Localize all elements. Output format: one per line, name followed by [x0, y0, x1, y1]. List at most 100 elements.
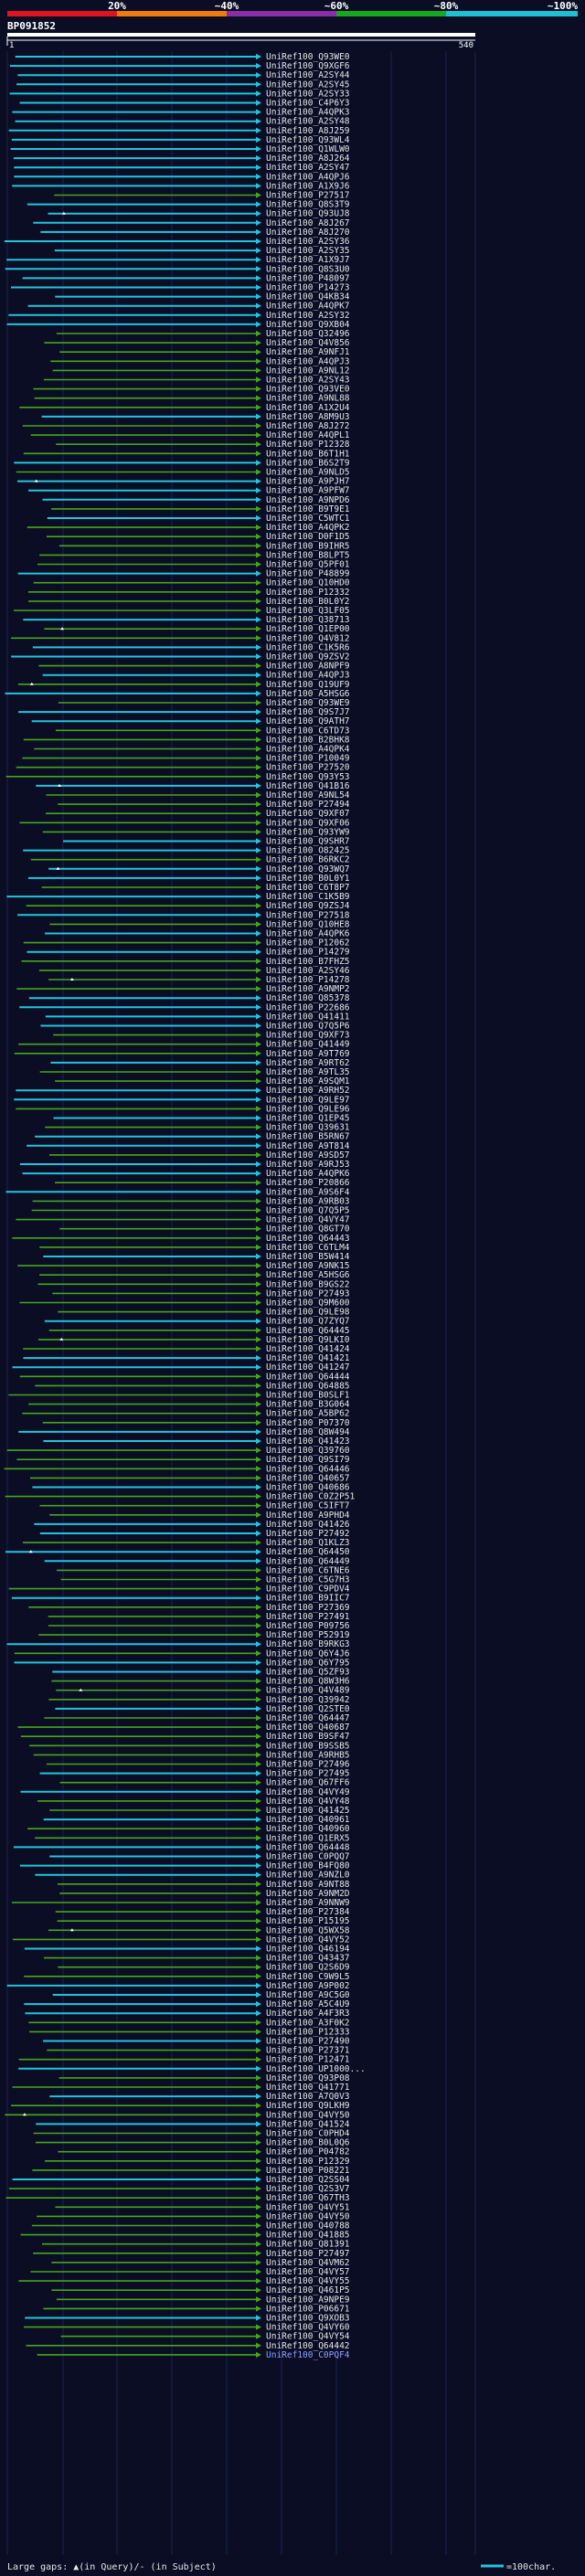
hit-row[interactable]: UniRef100_A4F3R3	[25, 2009, 350, 2019]
hit-label[interactable]: UniRef100_Q1WLW0	[266, 144, 350, 154]
hit-row[interactable]: UniRef100_P08221	[32, 2166, 350, 2176]
hit-label[interactable]: UniRef100_P14278	[266, 975, 350, 985]
hit-label[interactable]: UniRef100_Q4VY50	[266, 2110, 350, 2120]
hit-row[interactable]: UniRef100_Q67TH3	[5, 2193, 350, 2203]
hit-label[interactable]: UniRef100_C0PHD4	[266, 2129, 350, 2139]
hit-label[interactable]: UniRef100_A8J264	[266, 154, 350, 164]
hit-label[interactable]: UniRef100_B9SF47	[266, 1732, 350, 1742]
hit-label[interactable]: UniRef100_A8J259	[266, 126, 350, 136]
hit-label[interactable]: UniRef100_A4QPK6	[266, 1169, 350, 1179]
hit-label[interactable]: UniRef100_B0L0Q6	[266, 2138, 350, 2148]
hit-row[interactable]: UniRef100_P12328	[56, 440, 350, 450]
hit-label[interactable]: UniRef100_Q64448	[266, 1842, 350, 1852]
hit-row[interactable]: UniRef100_P12333	[29, 2027, 350, 2037]
hit-row[interactable]: UniRef100_A9PFW7	[28, 486, 350, 496]
hit-label[interactable]: UniRef100_Q4VY49	[266, 1787, 350, 1797]
hit-row[interactable]: UniRef100_P12471	[18, 2055, 350, 2065]
hit-row[interactable]: UniRef100_P27490	[43, 2037, 350, 2047]
hit-label[interactable]: UniRef100_A2SY47	[266, 163, 350, 173]
hit-row[interactable]: UniRef100_Q2SS04	[12, 2175, 350, 2185]
hit-row[interactable]: UniRef100_Q9LE97	[14, 1095, 350, 1105]
hit-row[interactable]: UniRef100_Q93WQ7	[48, 864, 350, 875]
hit-label[interactable]: UniRef100_Q41411	[266, 1012, 350, 1022]
hit-row[interactable]: UniRef100_Q64443	[12, 1234, 350, 1244]
hit-row[interactable]: UniRef100_A2SY43	[43, 376, 350, 386]
hit-row[interactable]: UniRef100_C6T8P7	[41, 883, 350, 893]
hit-label[interactable]: UniRef100_Q7Q5P5	[266, 1206, 350, 1216]
hit-row[interactable]: UniRef100_A4QPJ6	[14, 172, 350, 182]
hit-label[interactable]: UniRef100_Q93WL4	[266, 135, 350, 145]
hit-label[interactable]: UniRef100_Q64444	[266, 1372, 350, 1382]
hit-label[interactable]: UniRef100_A8NPF9	[266, 662, 350, 672]
hit-label[interactable]: UniRef100_A2SY35	[266, 246, 350, 256]
hit-row[interactable]: UniRef100_A4QPJ3	[50, 356, 350, 366]
hit-row[interactable]: UniRef100_Q19UF9	[17, 680, 350, 690]
hit-label[interactable]: UniRef100_A4QPK3	[266, 108, 350, 118]
hit-row[interactable]: UniRef100_A3F0K2	[28, 2018, 350, 2028]
hit-row[interactable]: UniRef100_A4QPK6	[22, 1169, 350, 1179]
hit-label[interactable]: UniRef100_Q67TH3	[266, 2193, 350, 2203]
hit-row[interactable]: UniRef100_A9NMP2	[16, 984, 350, 994]
hit-label[interactable]: UniRef100_Q41B16	[266, 781, 350, 791]
hit-label[interactable]: UniRef100_P09756	[266, 1621, 350, 1631]
hit-row[interactable]: UniRef100_Q41247	[12, 1362, 350, 1373]
hit-row[interactable]: UniRef100_Q85378	[28, 993, 350, 1003]
hit-label[interactable]: UniRef100_C0PQQ7	[266, 1852, 350, 1862]
hit-label[interactable]: UniRef100_Q7Q5P6	[266, 1022, 350, 1032]
hit-label[interactable]: UniRef100_A7Q0V3	[266, 2092, 350, 2102]
hit-label[interactable]: UniRef100_P04782	[266, 2147, 350, 2157]
hit-row[interactable]: UniRef100_B9RKG3	[6, 1639, 350, 1649]
hit-label[interactable]: UniRef100_A2SY43	[266, 376, 350, 386]
hit-label[interactable]: UniRef100_C5WTC1	[266, 514, 350, 524]
hit-label[interactable]: UniRef100_A9RH52	[266, 1086, 350, 1096]
hit-label[interactable]: UniRef100_A9P002	[266, 1981, 350, 1991]
hit-row[interactable]: UniRef100_Q1EP45	[53, 1114, 350, 1124]
hit-row[interactable]: UniRef100_Q40961	[43, 1815, 350, 1825]
hit-row[interactable]: UniRef100_C6TNE6	[57, 1565, 350, 1575]
hit-row[interactable]: UniRef100_Q93WE0	[15, 52, 350, 62]
hit-label[interactable]: UniRef100_A9RB03	[266, 1196, 350, 1206]
hit-label[interactable]: UniRef100_A2SY36	[266, 237, 350, 247]
hit-label[interactable]: UniRef100_Q9XF06	[266, 818, 350, 828]
hit-label[interactable]: UniRef100_A9NL12	[266, 366, 350, 376]
hit-label[interactable]: UniRef100_A9C5G0	[266, 1990, 350, 2000]
hit-label[interactable]: UniRef100_P15195	[266, 1916, 350, 1926]
hit-label[interactable]: UniRef100_Q4V812	[266, 633, 350, 643]
hit-label[interactable]: UniRef100_P14279	[266, 948, 350, 958]
hit-label[interactable]: UniRef100_A2SY45	[266, 80, 350, 90]
hit-label[interactable]: UniRef100_Q1ERX5	[266, 1833, 350, 1843]
hit-row[interactable]: UniRef100_Q9XF06	[19, 818, 350, 828]
hit-row[interactable]: UniRef100_A9T769	[14, 1049, 350, 1059]
hit-label[interactable]: UniRef100_Q64446	[266, 1464, 350, 1474]
hit-row[interactable]: UniRef100_Q93WE9	[58, 698, 350, 708]
hit-label[interactable]: UniRef100_Q9XB04	[266, 320, 350, 330]
hit-row[interactable]: UniRef100_B6RKC2	[30, 855, 350, 865]
hit-row[interactable]: UniRef100_B9SF47	[20, 1732, 350, 1742]
hit-row[interactable]: UniRef100_C6TLM4	[39, 1243, 350, 1253]
hit-row[interactable]: UniRef100_Q93WL4	[11, 135, 350, 145]
hit-row[interactable]: UniRef100_Q461P5	[51, 2285, 350, 2295]
hit-row[interactable]: UniRef100_Q4VY51	[55, 2202, 350, 2212]
hit-row[interactable]: UniRef100_P20866	[55, 1178, 350, 1188]
hit-label[interactable]: UniRef100_UP1000...	[266, 2064, 366, 2074]
hit-row[interactable]: UniRef100_Q41423	[43, 1436, 350, 1447]
hit-row[interactable]: UniRef100_Q4VY55	[18, 2276, 350, 2286]
hit-row[interactable]: UniRef100_Q4KB34	[55, 292, 350, 302]
hit-label[interactable]: UniRef100_Q4VY52	[266, 1935, 350, 1945]
hit-label[interactable]: UniRef100_Q85378	[266, 993, 350, 1003]
hit-row[interactable]: UniRef100_A9NL88	[34, 394, 350, 404]
hit-row[interactable]: UniRef100_Q4VY50	[5, 2110, 350, 2120]
hit-row[interactable]: UniRef100_A4QPL1	[30, 430, 350, 440]
hit-label[interactable]: UniRef100_Q41524	[266, 2119, 350, 2129]
hit-label[interactable]: UniRef100_A1X2U4	[266, 403, 350, 413]
hit-label[interactable]: UniRef100_Q9ZSV2	[266, 652, 350, 663]
hit-row[interactable]: UniRef100_Q32496	[56, 329, 350, 339]
hit-label[interactable]: UniRef100_P12332	[266, 588, 350, 598]
hit-row[interactable]: UniRef100_Q5ZF93	[52, 1668, 350, 1678]
hit-label[interactable]: UniRef100_Q93UJ8	[266, 209, 350, 219]
hit-label[interactable]: UniRef100_A5HSG6	[266, 689, 350, 699]
hit-label[interactable]: UniRef100_B4FQ80	[266, 1861, 350, 1871]
hit-row[interactable]: UniRef100_Q4V812	[11, 633, 350, 643]
hit-row[interactable]: UniRef100_A2SY35	[54, 246, 350, 256]
hit-label[interactable]: UniRef100_Q8S3T9	[266, 200, 350, 210]
